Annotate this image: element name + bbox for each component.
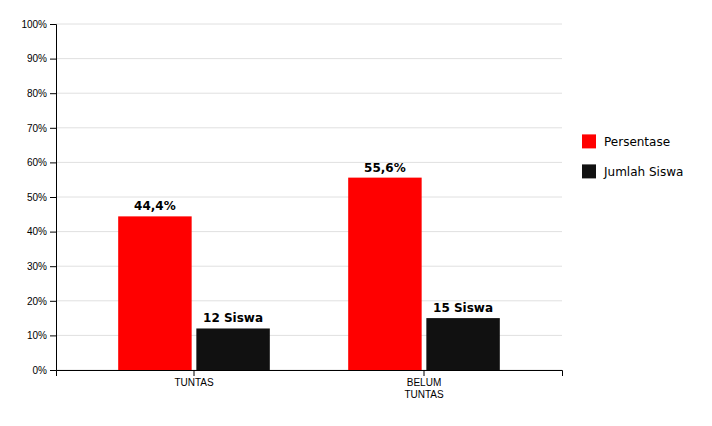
y-tick-mark [50,335,56,336]
data-label: 15 Siswa [433,301,493,315]
y-tick: 30% [27,261,56,272]
legend-item: Jumlah Siswa [582,164,683,178]
plot: 0% 10% 20% 30% 40% 50% 60% 70% 80% 90% 100% TUNTAS B… [21,19,562,400]
y-tick-mark [50,197,56,198]
x-tick: TUNTAS [174,370,214,388]
y-tick-label: 60% [27,157,47,168]
bar [196,328,269,370]
bars [118,178,500,370]
x-tick: BELUMTUNTAS [404,370,444,400]
data-label: 12 Siswa [203,311,263,325]
data-label: 55,6% [364,161,406,175]
grid-line [56,58,562,59]
y-tick: 60% [27,157,56,168]
y-tick: 10% [27,330,56,341]
y-tick: 0% [33,365,56,376]
y-tick: 90% [27,53,56,64]
y-tick-label: 90% [27,53,47,64]
y-tick-label: 0% [33,365,48,376]
y-tick: 40% [27,226,56,237]
y-tick: 80% [27,88,56,99]
y-tick-label: 70% [27,123,47,134]
x-axis: TUNTAS BELUMTUNTAS [57,370,563,400]
y-tick-label: 20% [27,296,47,307]
x-tick-label: TUNTAS [174,377,214,388]
y-tick: 20% [27,296,56,307]
legend-swatch [582,164,596,178]
y-tick-mark [50,24,56,25]
legend: Persentase Jumlah Siswa [582,134,683,178]
y-tick: 70% [27,123,56,134]
y-tick-mark [50,370,56,371]
y-tick-label: 40% [27,226,47,237]
y-axis-line [50,25,57,371]
y-tick-label: 30% [27,261,47,272]
y-tick-mark [50,93,56,94]
legend-item: Persentase [582,134,670,148]
grid [56,24,562,370]
y-tick-label: 100% [21,19,47,30]
data-label: 44,4% [134,199,176,213]
y-axis: 0% 10% 20% 30% 40% 50% 60% 70% 80% 90% 100% [21,19,56,376]
bar [118,216,191,370]
x-tick-label: BELUMTUNTAS [404,377,444,400]
grid-line [56,93,562,94]
bar [426,318,499,370]
y-tick-label: 80% [27,88,47,99]
legend-label: Jumlah Siswa [603,165,683,179]
bar [348,178,421,370]
x-axis-line [57,371,563,377]
y-tick-mark [50,162,56,163]
y-tick-mark [50,266,56,267]
chart: 0% 10% 20% 30% 40% 50% 60% 70% 80% 90% 100% TUNTAS B… [0,0,712,426]
grid-line [56,197,562,198]
y-tick-label: 10% [27,330,47,341]
y-tick: 50% [27,192,56,203]
legend-swatch [582,134,596,148]
y-tick-label: 50% [27,192,47,203]
legend-label: Persentase [604,135,670,149]
y-tick-mark [50,301,56,302]
grid-line [56,24,562,25]
grid-line [56,162,562,163]
y-tick-mark [50,59,56,60]
y-tick-mark [50,128,56,129]
x-tick-mark [194,370,195,376]
grid-line [56,127,562,128]
data-labels: 44,4% 55,6% 12 Siswa 15 Siswa [134,161,493,326]
y-tick-mark [50,232,56,233]
x-tick-mark [424,370,425,376]
y-tick: 100% [21,19,56,30]
